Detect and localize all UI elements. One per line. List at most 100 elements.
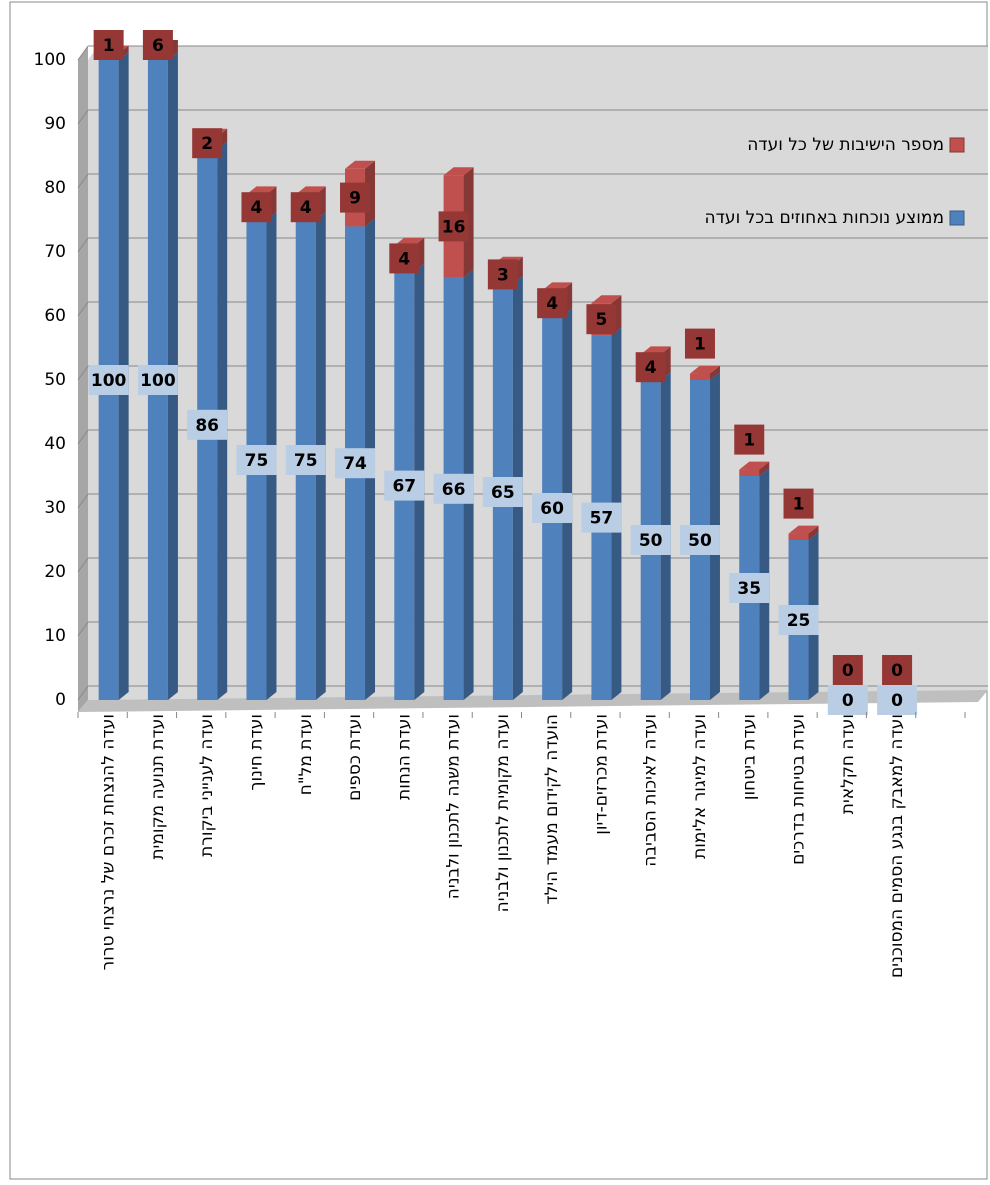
data-label-box <box>433 473 474 504</box>
legend-swatch <box>949 137 965 153</box>
y-tick-label: 70 <box>44 242 66 262</box>
y-tick-label: 40 <box>44 434 66 454</box>
data-label-box <box>729 573 770 603</box>
data-label-box <box>241 192 272 223</box>
x-tick-label: הועדה לקידום מעמד הילד <box>542 714 562 905</box>
data-label-box <box>142 30 173 60</box>
data-label: 4 <box>398 249 410 269</box>
data-label-box <box>93 30 124 60</box>
bar-top <box>689 365 720 374</box>
data-label: 6 <box>152 36 164 56</box>
x-tick-label: ועדה מקומית לתכנון ולבניה <box>493 714 513 912</box>
y-tick-label: 80 <box>44 178 66 198</box>
bar-side <box>759 461 770 476</box>
data-label: 75 <box>245 451 269 471</box>
data-label-box <box>832 655 863 685</box>
data-label: 66 <box>442 480 466 500</box>
data-label-box <box>389 243 420 274</box>
data-label: 86 <box>195 416 219 436</box>
data-label: 1 <box>694 335 706 355</box>
data-label: 1 <box>103 36 115 56</box>
bar <box>788 533 809 540</box>
data-label: 16 <box>442 217 466 237</box>
data-label-box <box>635 352 666 383</box>
data-label: 74 <box>343 454 367 474</box>
y-tick-label: 50 <box>44 370 66 390</box>
x-tick-label: ועדת בטיחות בדרכים <box>789 714 809 865</box>
grid-line <box>77 301 89 317</box>
data-label-box <box>684 328 715 359</box>
data-label: 3 <box>497 265 509 285</box>
bar <box>739 469 760 476</box>
data-label-box <box>537 288 568 319</box>
data-label-box <box>236 445 277 475</box>
grid-line <box>77 429 89 445</box>
data-label: 9 <box>349 189 361 209</box>
bar-side <box>808 525 819 540</box>
data-label-box <box>532 493 573 523</box>
x-tick-label: ועדת משנה לתכנון ולבניה <box>444 714 464 899</box>
data-label: 100 <box>140 371 176 391</box>
data-label-box <box>384 470 425 501</box>
data-label: 100 <box>91 371 127 391</box>
data-label-box <box>438 211 469 242</box>
data-label: 65 <box>491 483 515 503</box>
legend-label: ממוצע נוכחות באחוזים בכל ועדה <box>705 208 944 228</box>
data-label: 1 <box>793 495 805 515</box>
data-label: 4 <box>300 198 312 218</box>
grid-line <box>77 621 89 637</box>
data-label-box <box>581 502 622 533</box>
data-label-box <box>586 304 617 335</box>
data-label: 4 <box>251 198 263 218</box>
data-label: 67 <box>392 477 416 497</box>
data-label-box <box>340 182 371 213</box>
data-label: 0 <box>891 691 903 711</box>
data-label-box <box>487 259 518 290</box>
data-label: 75 <box>294 451 318 471</box>
y-tick-label: 20 <box>44 562 66 582</box>
bar-top <box>443 167 474 176</box>
data-label: 4 <box>546 294 558 314</box>
data-label: 0 <box>842 661 854 681</box>
x-tick-label: ועדת תנועה מקומית <box>148 714 168 860</box>
y-tick-label: 10 <box>44 626 66 646</box>
y-tick-label: 100 <box>34 50 66 70</box>
data-label-box <box>877 685 918 715</box>
data-label: 0 <box>842 691 854 711</box>
x-tick-label: ועדה למיגור אלימות <box>690 714 710 859</box>
data-label: 2 <box>201 134 213 154</box>
x-tick-label: ועדת הנחות <box>394 714 414 800</box>
data-label-box <box>827 685 868 715</box>
grid-line <box>77 557 89 573</box>
data-label: 0 <box>891 661 903 681</box>
legend-swatch <box>949 210 965 226</box>
grid-line <box>77 45 89 61</box>
x-tick-label: ועדת חינוך <box>246 714 266 791</box>
data-label-box <box>285 445 326 475</box>
data-label: 5 <box>595 310 607 330</box>
data-label: 50 <box>639 531 663 551</box>
x-tick-label: ועדה להנצחת זכרם של נרצחי טרור <box>99 714 119 970</box>
data-label: 60 <box>540 499 564 519</box>
data-label-box <box>335 448 376 479</box>
data-label-box <box>778 605 819 635</box>
x-tick-label: ועדה לאיכות הסביבה <box>641 714 661 867</box>
y-tick-label: 30 <box>44 498 66 518</box>
y-tick-label: 60 <box>44 306 66 326</box>
bar-top <box>739 461 770 470</box>
data-label-box <box>482 477 523 507</box>
bar-top <box>591 295 622 304</box>
x-tick-label: ועדת ביטחון <box>739 714 759 800</box>
bar <box>689 373 710 380</box>
data-label: 25 <box>787 611 811 631</box>
x-tick-label: ועדה חקלאית <box>838 714 858 814</box>
x-tick-label: ועדת מל"ח <box>296 714 316 795</box>
bar-side <box>709 365 720 380</box>
data-label-box <box>192 128 223 159</box>
x-tick-label: ועדה לענייני ביקורת <box>197 714 217 857</box>
y-tick-label: 90 <box>44 114 66 134</box>
grid-line <box>77 109 89 125</box>
grid-line <box>77 365 89 381</box>
bar-top <box>345 160 376 169</box>
bar-top <box>788 525 819 534</box>
